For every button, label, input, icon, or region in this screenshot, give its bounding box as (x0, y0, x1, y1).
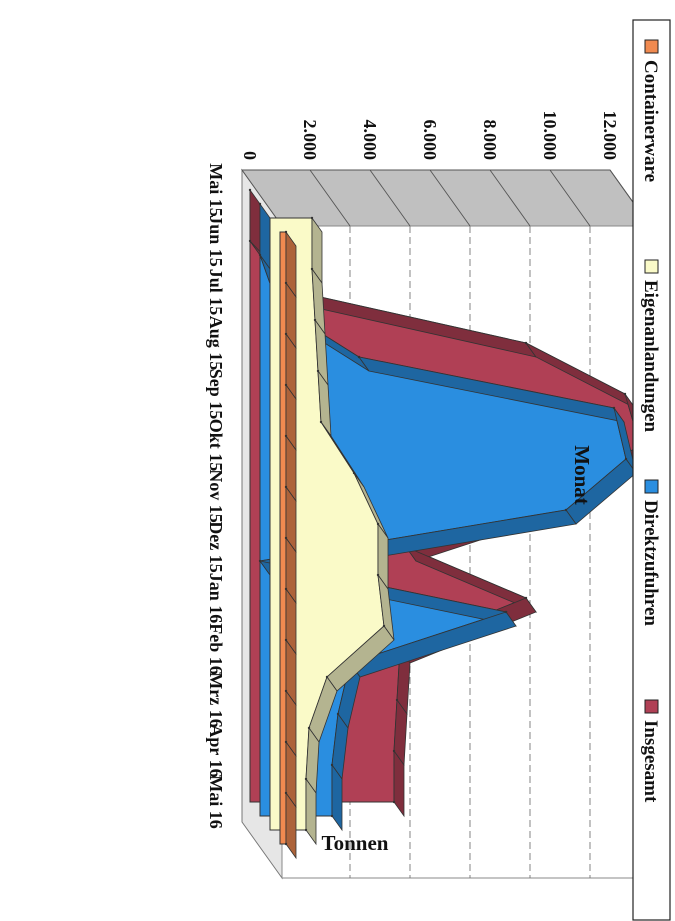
x-tick-label: Mrz 16 (206, 672, 226, 727)
legend-swatch (644, 259, 659, 274)
data-point (392, 749, 396, 753)
x-tick-label: Apr 16 (206, 724, 226, 777)
series-top-face (305, 777, 317, 846)
data-point (284, 485, 288, 489)
data-point (284, 689, 288, 693)
data-point (284, 332, 288, 336)
data-point (624, 457, 628, 461)
legend-frame (632, 19, 671, 921)
gridline-side (369, 169, 411, 227)
gridline-side (489, 169, 531, 227)
data-point (524, 596, 528, 600)
y-tick-label: 6.000 (420, 120, 440, 161)
legend: Containerware Eigenanlandungen Direktzufuh… (632, 19, 671, 921)
legend-swatch (644, 39, 659, 54)
x-tick-label: Dez 15 (206, 521, 226, 572)
data-point (310, 267, 314, 271)
gridline-side (429, 169, 471, 227)
data-point (284, 842, 288, 846)
y-axis-title: Tonnen (322, 831, 389, 855)
data-point (248, 188, 252, 192)
x-tick-label: Okt 15 (206, 419, 226, 472)
gridline-side (549, 169, 591, 227)
data-point (612, 406, 616, 410)
y-tick-label: 2.000 (300, 120, 320, 161)
data-point (330, 814, 334, 818)
x-axis-title: Monat (570, 445, 594, 505)
data-point (304, 777, 308, 781)
series-containerware (279, 230, 297, 860)
data-point (376, 573, 380, 577)
series-layer (248, 188, 651, 860)
data-point (307, 726, 311, 730)
x-tick-label: Nov 15 (206, 469, 226, 523)
data-point (310, 216, 314, 220)
data-point (392, 800, 396, 804)
data-point (524, 341, 528, 345)
x-tick-label: Jul 15 (206, 269, 226, 316)
x-tick-label: Aug 15 (206, 316, 226, 371)
series-top-face (393, 749, 405, 818)
data-point (284, 434, 288, 438)
y-tick-label: 8.000 (480, 120, 500, 161)
legend-swatch (644, 479, 659, 494)
y-tick-label: 10.000 (540, 111, 560, 161)
series-eigenanlandungen (269, 216, 395, 846)
x-tick-label: Jun 15 (206, 215, 226, 267)
data-point (284, 587, 288, 591)
legend-label: Eigenanlandungen (640, 280, 661, 432)
data-point (304, 828, 308, 832)
data-point (330, 763, 334, 767)
legend-swatch (644, 699, 659, 714)
data-point (352, 471, 356, 475)
data-point (284, 281, 288, 285)
series-top-face (285, 791, 297, 860)
data-point (258, 559, 262, 563)
x-tick-label: Jan 16 (206, 573, 226, 624)
data-point (319, 420, 323, 424)
data-point (382, 624, 386, 628)
legend-label: Containerware (640, 60, 661, 182)
data-point (357, 355, 361, 359)
x-tick-label: Feb 16 (206, 623, 226, 675)
gridline-side (309, 169, 351, 227)
data-point (325, 675, 329, 679)
data-point (336, 712, 340, 716)
data-point (504, 610, 508, 614)
y-tick-label: 12.000 (600, 111, 620, 161)
y-tick-label: 4.000 (360, 120, 380, 161)
data-point (258, 253, 262, 257)
data-point (313, 318, 317, 322)
data-point (284, 383, 288, 387)
legend-label: Direktzufuhren (640, 500, 661, 626)
x-tick-label: Mai 15 (206, 163, 226, 217)
data-point (284, 740, 288, 744)
data-point (395, 698, 399, 702)
series-top-face (331, 763, 343, 832)
data-point (564, 508, 568, 512)
data-point (284, 791, 288, 795)
data-point (284, 536, 288, 540)
data-point (284, 638, 288, 642)
y-tick-label: 0 (240, 151, 260, 160)
data-point (284, 230, 288, 234)
x-tick-label: Sep 15 (206, 369, 226, 420)
data-point (316, 369, 320, 373)
x-tick-label: Mai 16 (206, 775, 226, 829)
data-point (248, 239, 252, 243)
data-point (623, 392, 627, 396)
data-point (376, 522, 380, 526)
data-point (258, 202, 262, 206)
legend-label: Insgesamt (640, 720, 661, 803)
